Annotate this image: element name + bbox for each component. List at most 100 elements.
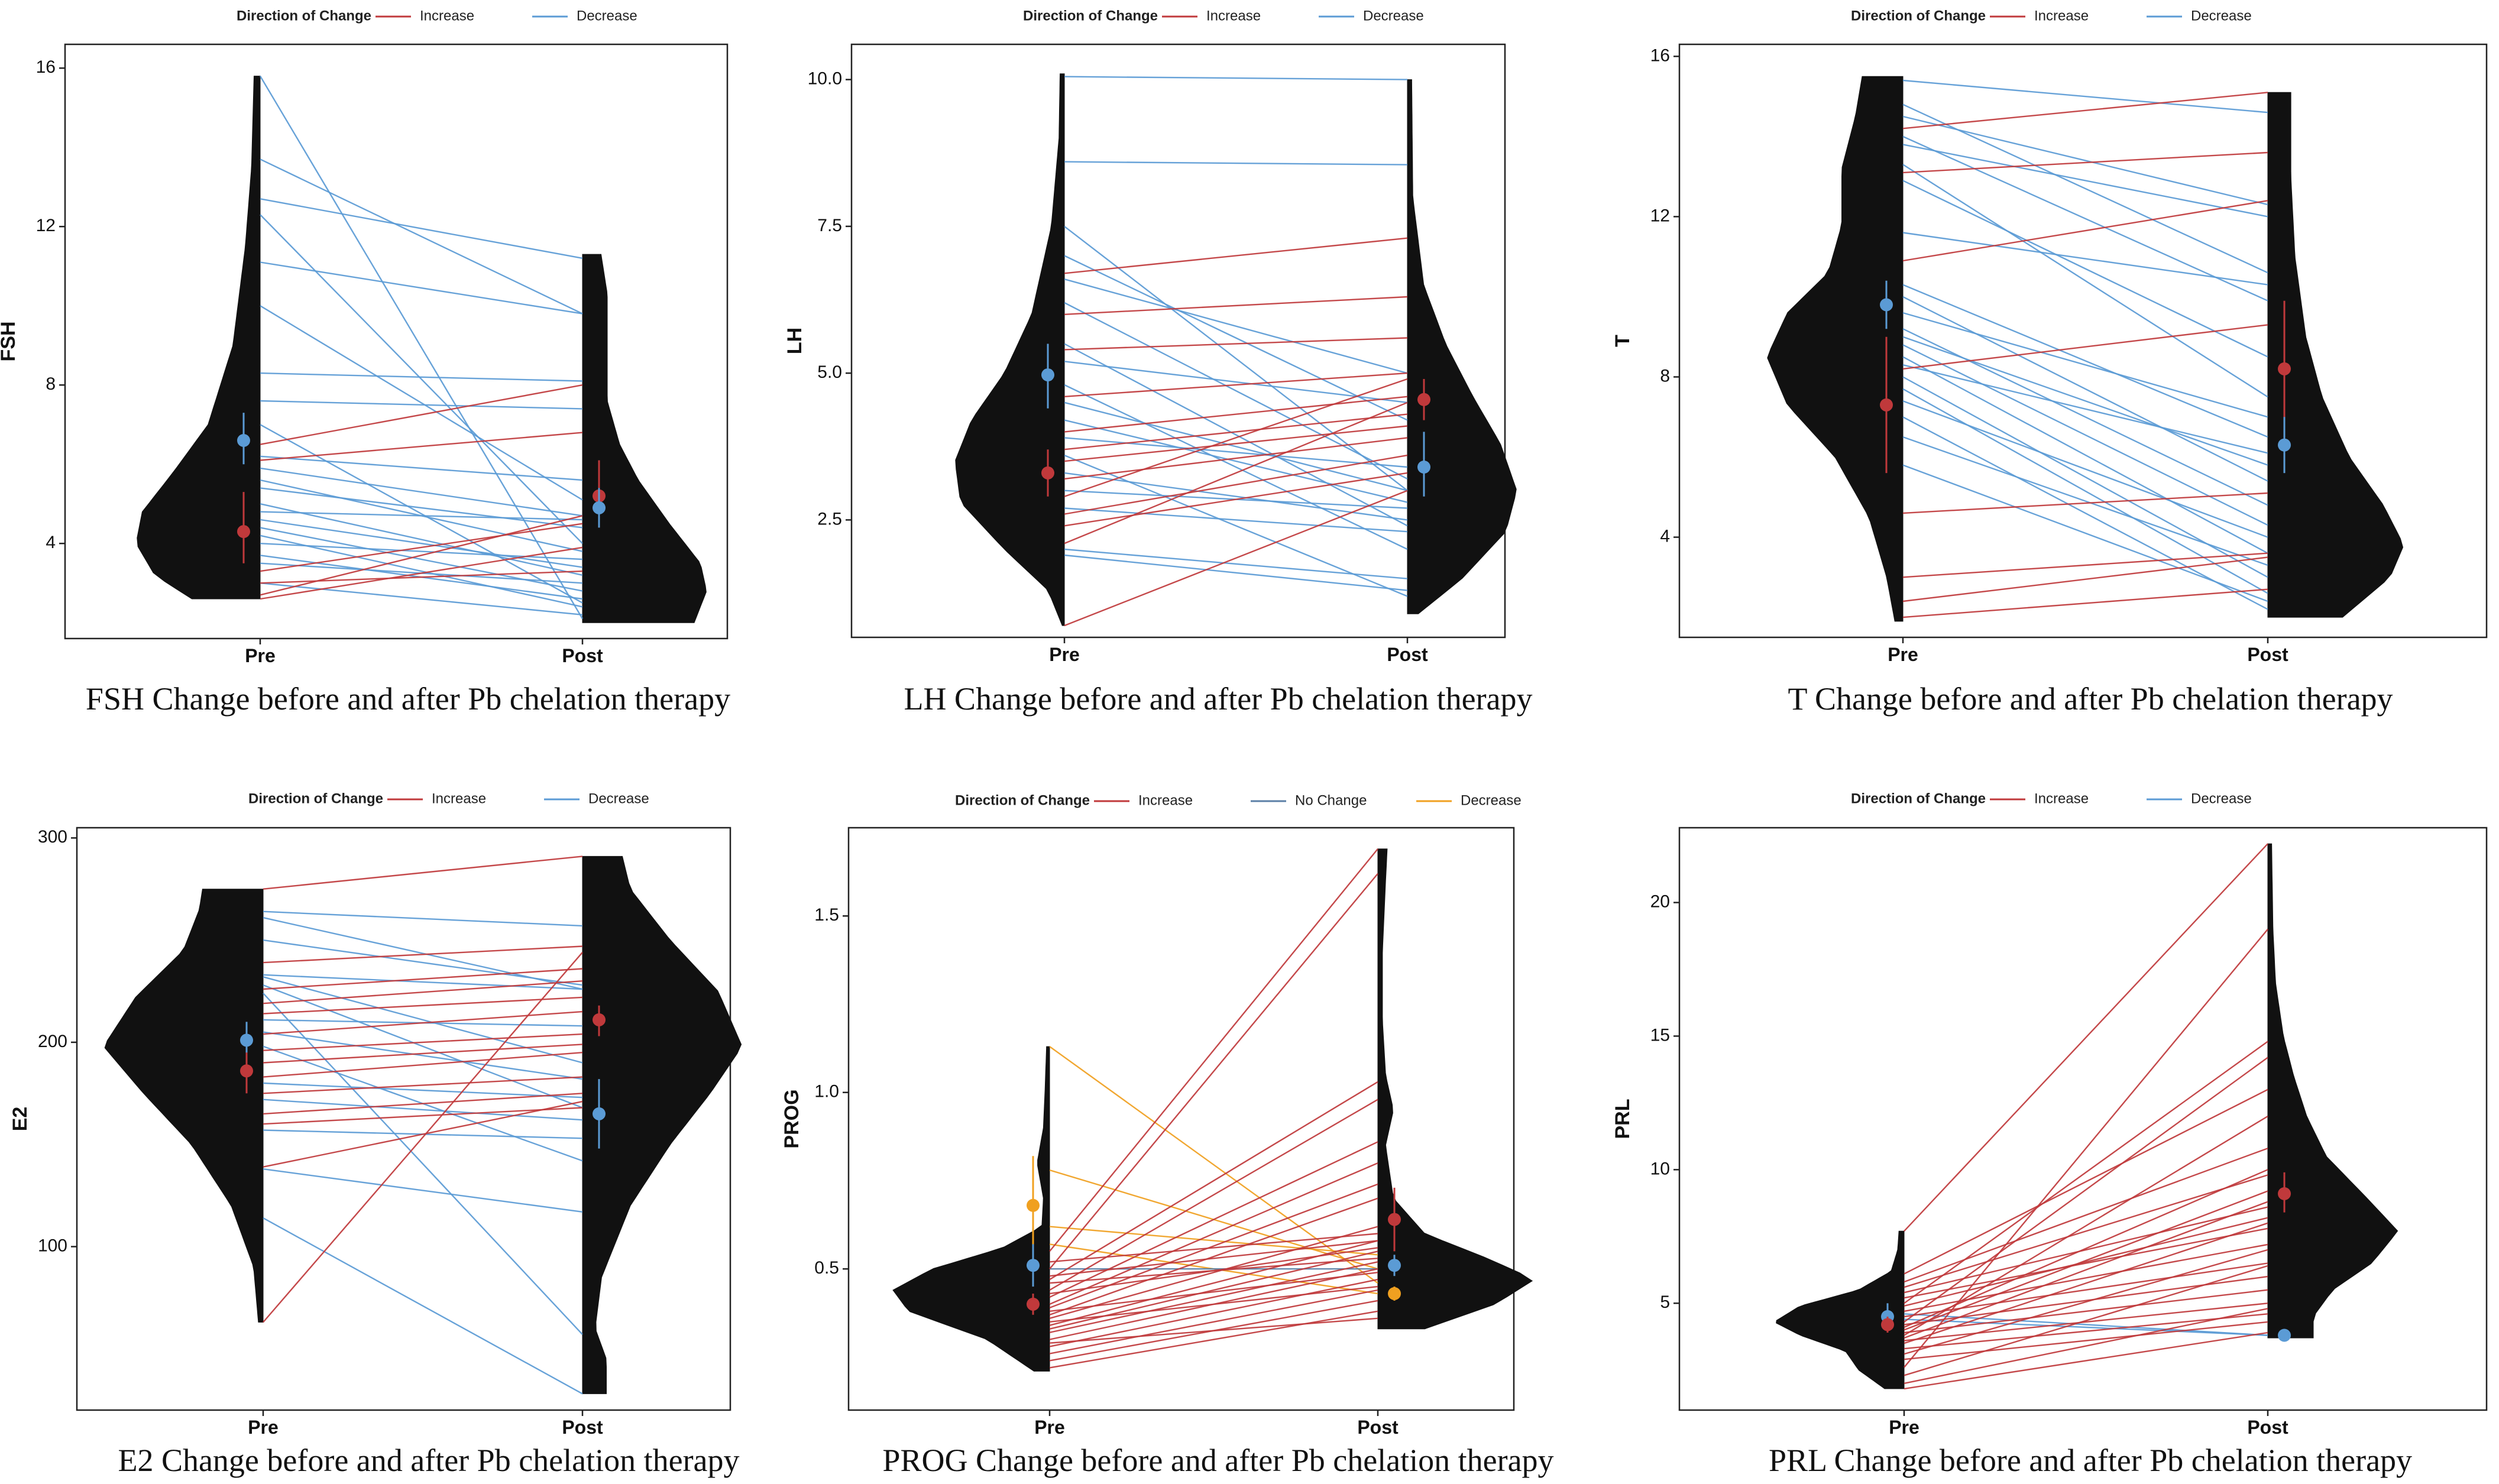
paired-line-decrease (263, 1082, 583, 1099)
paired-line-increase (1904, 1308, 2268, 1384)
paired-line-increase (1064, 437, 1408, 480)
paired-line-increase (1049, 1289, 1378, 1355)
mean-point-pre-decrease (1041, 368, 1054, 382)
panel-caption: PRL Change before and after Pb chelation… (1769, 1443, 2412, 1478)
paired-line-increase (263, 1100, 583, 1168)
paired-line-decrease (263, 984, 583, 1109)
paired-line-decrease (1902, 164, 2268, 398)
paired-line-increase (1902, 200, 2268, 262)
violin-post (1407, 79, 1517, 614)
paired-line-decrease (1902, 416, 2268, 610)
x-tick-label-post: Post (562, 645, 603, 666)
legend-label: Decrease (2191, 8, 2252, 24)
mean-point-post-decrease (2278, 438, 2291, 452)
paired-line-increase (263, 968, 583, 990)
paired-line-decrease (260, 582, 583, 615)
y-tick-label: 16 (1650, 46, 1670, 65)
paired-line-increase (1049, 1099, 1378, 1291)
mean-point-pre-decrease (1880, 298, 1893, 312)
paired-line-increase (1904, 1331, 2268, 1390)
panel-e2: Direction of Change Increase Decrease 100 20… (9, 790, 742, 1478)
paired-line-decrease (1902, 464, 2268, 602)
y-tick-label: 200 (38, 1032, 67, 1051)
paired-line-decrease (1064, 507, 1408, 533)
paired-line-increase (1049, 1317, 1378, 1344)
panel-fsh: Direction of Change Increase Decrease 4 8 12 1… (0, 8, 730, 717)
panel-caption: LH Change before and after Pb chelation … (904, 681, 1532, 717)
paired-line-decrease (1902, 344, 2268, 526)
paired-line-increase (260, 384, 583, 445)
paired-line-decrease (260, 261, 583, 315)
y-tick-label: 16 (36, 57, 56, 77)
x-tick-label-post: Post (1387, 644, 1428, 665)
paired-line-increase (1049, 873, 1378, 1269)
panel-caption: E2 Change before and after Pb chelation … (118, 1443, 739, 1478)
paired-line-increase (263, 1076, 583, 1094)
legend-label: Increase (2034, 8, 2089, 24)
paired-line-increase (1904, 1265, 2268, 1376)
paired-line-decrease (260, 198, 583, 259)
paired-line-decrease (263, 1099, 583, 1121)
violin-post (2267, 843, 2398, 1339)
paired-line-decrease (260, 400, 583, 410)
mean-point-post-increase (1417, 393, 1430, 406)
paired-line-increase (1064, 425, 1408, 462)
paired-line-decrease (263, 1168, 583, 1213)
paired-line-increase (1064, 296, 1408, 315)
y-tick-label: 15 (1650, 1025, 1670, 1045)
paired-line-decrease (260, 372, 583, 382)
legend-label: Decrease (577, 8, 637, 24)
paired-line-increase (1064, 378, 1408, 497)
panel-caption: FSH Change before and after Pb chelation… (86, 681, 730, 717)
paired-line-increase (1904, 1243, 2268, 1312)
violin-pre (104, 889, 264, 1323)
paired-line-decrease (1902, 336, 2268, 466)
paired-line-increase (263, 952, 583, 1323)
x-tick-label-pre: Pre (248, 1417, 279, 1438)
mean-point-post-increase (2278, 362, 2291, 375)
y-tick-label: 2.5 (817, 509, 842, 529)
paired-line-decrease (260, 467, 583, 517)
y-axis-title: PRL (1611, 1099, 1634, 1139)
paired-line-decrease (1902, 296, 2268, 482)
y-tick-label: 1.5 (814, 905, 839, 925)
mean-point-post-decrease (1388, 1259, 1401, 1272)
mean-point-post-increase (593, 1013, 606, 1026)
violin-pre (955, 73, 1065, 626)
paired-line-increase (1064, 337, 1408, 351)
y-axis-title: T (1611, 335, 1634, 347)
y-tick-label: 10 (1650, 1159, 1670, 1178)
paired-line-increase (263, 1107, 583, 1125)
x-tick-label-pre: Pre (1049, 644, 1080, 665)
paired-line-decrease (1064, 548, 1408, 579)
y-tick-label: 100 (38, 1236, 67, 1255)
paired-line-increase (1904, 1289, 2268, 1334)
legend-label: Increase (420, 8, 474, 24)
panel-prog: Direction of Change Increase No Change Decr… (781, 792, 1554, 1478)
y-tick-label: 20 (1650, 892, 1670, 911)
y-tick-label: 300 (38, 827, 67, 847)
paired-line-increase (1049, 1197, 1378, 1315)
paired-line-increase (1904, 928, 2268, 1368)
paired-line-increase (1904, 1262, 2268, 1318)
mean-point-pre-increase (1041, 466, 1054, 479)
paired-line-decrease (260, 503, 583, 576)
paired-line-increase (263, 856, 583, 890)
y-axis-title: E2 (9, 1107, 31, 1132)
paired-line-increase (1904, 1190, 2268, 1331)
legend-title: Direction of Change (955, 792, 1090, 808)
y-tick-label: 5.0 (817, 362, 842, 382)
mean-point-pre-decrease (1027, 1259, 1040, 1272)
mean-point-pre-orange (1027, 1198, 1040, 1212)
mean-point-pre-decrease (240, 1033, 253, 1047)
panel-lh: Direction of Change Increase Decrease 2.5 5.… (784, 8, 1533, 717)
paired-line-decrease (1902, 364, 2268, 454)
paired-line-increase (1064, 237, 1408, 274)
paired-line-decrease (263, 993, 583, 1335)
paired-line-increase (1049, 1162, 1378, 1305)
panel-t: Direction of Change Increase Decrease 4 8 12 1… (1611, 8, 2488, 717)
legend-title: Direction of Change (1851, 790, 1986, 806)
paired-line-increase (1902, 492, 2268, 514)
paired-line-increase (1064, 490, 1408, 627)
y-tick-label: 12 (1650, 206, 1670, 225)
